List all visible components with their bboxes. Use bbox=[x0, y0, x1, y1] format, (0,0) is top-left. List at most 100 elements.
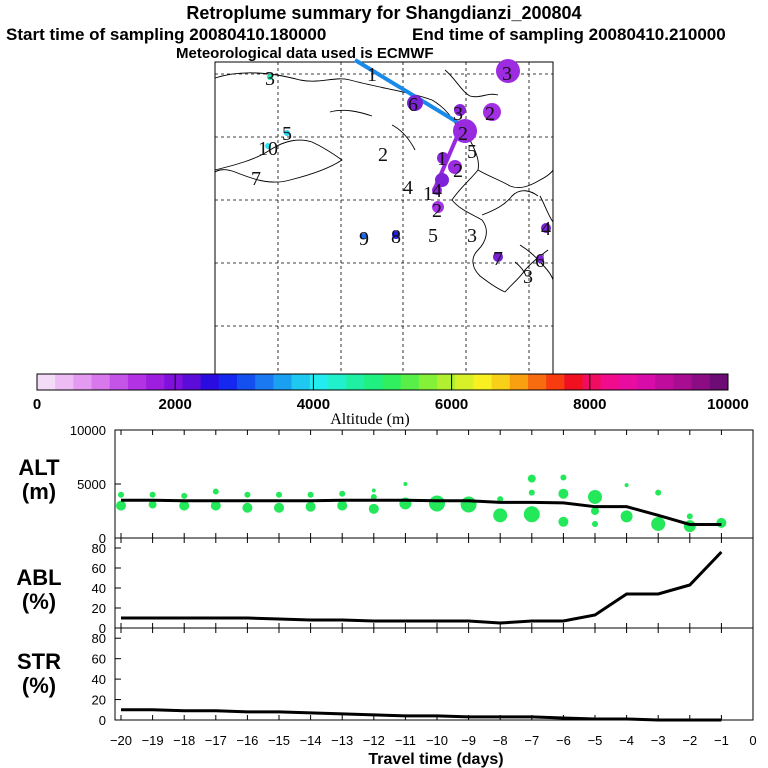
x-tick-label: −20 bbox=[110, 733, 132, 748]
plume-day-label: 7 bbox=[251, 168, 261, 190]
plume-day-label: 3 bbox=[502, 63, 512, 85]
plume-day-label: 6 bbox=[408, 94, 418, 116]
colorbar-cell bbox=[509, 374, 529, 390]
plume-day-label: 3 bbox=[453, 103, 463, 125]
colorbar-tick-label: 4000 bbox=[297, 396, 330, 413]
colorbar-cell bbox=[418, 374, 438, 390]
colorbar-cell bbox=[146, 374, 165, 390]
plume-marker bbox=[432, 185, 442, 195]
alt-scatter-point bbox=[118, 491, 124, 498]
alt-ytick-label: 0 bbox=[99, 531, 106, 546]
colorbar-tick-label: 2000 bbox=[159, 396, 192, 413]
alt-scatter-point bbox=[523, 506, 540, 523]
alt-ytick-label: 10000 bbox=[70, 423, 106, 438]
alt-scatter-point bbox=[591, 507, 599, 515]
panel-minor-ticks bbox=[120, 430, 754, 720]
abl-line bbox=[121, 550, 723, 625]
colorbar-cell bbox=[37, 374, 56, 390]
alt-scatter-point bbox=[339, 490, 346, 497]
plume-day-label: 2 bbox=[453, 160, 463, 182]
colorbar-cell bbox=[73, 374, 93, 390]
str-label-name: STR bbox=[17, 649, 61, 674]
alt-scatter-point bbox=[558, 516, 569, 527]
x-tick-label: −1 bbox=[714, 733, 729, 748]
colorbar-tick-labels: 0 2000 4000 6000 8000 10000 bbox=[33, 396, 749, 413]
start-time-label: Start time of sampling 20080410.180000 bbox=[6, 25, 327, 44]
alt-scatter-point bbox=[242, 502, 253, 513]
altitude-colorbar: 0 2000 4000 6000 8000 10000 Altitude (m) bbox=[33, 373, 749, 428]
colorbar-cell bbox=[491, 374, 511, 390]
alt-scatter-point bbox=[149, 491, 156, 498]
x-tick-label: 0 bbox=[749, 733, 756, 748]
colorbar-tick-label: 0 bbox=[33, 396, 41, 413]
str-label-unit: (%) bbox=[21, 673, 57, 698]
series-lines bbox=[121, 498, 723, 722]
alt-scatter-point bbox=[212, 488, 219, 495]
str-ytick-label: 80 bbox=[92, 631, 106, 646]
x-tick-label: −9 bbox=[461, 733, 476, 748]
colorbar-tick-label: 10000 bbox=[707, 396, 749, 413]
plume-marker bbox=[454, 104, 466, 116]
colorbar-cell bbox=[691, 374, 711, 390]
plume-marker bbox=[536, 255, 544, 263]
alt-scatter-point bbox=[429, 495, 445, 512]
colorbar-cell bbox=[455, 374, 474, 390]
alt-scatter-point bbox=[370, 493, 377, 500]
colorbar-cell bbox=[582, 374, 602, 390]
str-panel-label: STR (%) bbox=[4, 650, 74, 698]
colorbar-cell bbox=[637, 374, 656, 390]
plume-marker bbox=[407, 95, 423, 111]
alt-scatter-point bbox=[305, 501, 316, 512]
plume-marker bbox=[483, 103, 501, 121]
plume-day-label: 9 bbox=[359, 228, 369, 250]
alt-scatter-point bbox=[560, 474, 567, 481]
alt-scatter-point bbox=[624, 483, 629, 488]
colorbar-cell bbox=[109, 374, 129, 390]
alt-scatter-point bbox=[116, 500, 126, 511]
colorbar-cell bbox=[346, 374, 365, 390]
abl-ytick-label: 80 bbox=[92, 541, 106, 556]
x-tick-label: −8 bbox=[493, 733, 508, 748]
colorbar-cell bbox=[237, 374, 256, 390]
x-tick-label: −12 bbox=[363, 733, 385, 748]
colorbar-cell bbox=[164, 374, 183, 390]
chart-title: Retroplume summary for Shangdianzi_20080… bbox=[186, 3, 582, 23]
x-axis-title: Travel time (days) bbox=[368, 751, 503, 768]
alt-scatter-point bbox=[179, 500, 190, 511]
colorbar-cell bbox=[91, 374, 111, 390]
x-tick-label: −11 bbox=[395, 733, 416, 748]
plume-marker bbox=[453, 119, 477, 143]
str-ytick-label: 0 bbox=[99, 713, 106, 728]
str-ytick-label: 20 bbox=[92, 693, 106, 708]
alt-scatter-point bbox=[528, 489, 535, 496]
plume-marker bbox=[437, 152, 449, 164]
plume-day-label: 4 bbox=[541, 218, 551, 240]
alt-scatter-point bbox=[493, 508, 508, 523]
plume-day-label: 5 bbox=[282, 123, 292, 145]
alt-scatter-point bbox=[527, 474, 536, 483]
plume-day-label: 2 bbox=[485, 103, 495, 125]
colorbar-cell bbox=[309, 374, 329, 390]
colorbar-cell bbox=[709, 374, 729, 390]
x-tick-label: −2 bbox=[682, 733, 697, 748]
colorbar-cells bbox=[37, 374, 729, 390]
plume-markers bbox=[265, 59, 551, 263]
plume-day-label: 10 bbox=[258, 138, 278, 160]
alt-scatter-point bbox=[651, 516, 666, 531]
x-tick-label: −14 bbox=[300, 733, 322, 748]
plume-day-label: 2 bbox=[432, 200, 442, 222]
plume-day-label: 3 bbox=[523, 266, 533, 288]
plume-day-label: 7 bbox=[493, 248, 503, 270]
alt-panel-label: ALT (m) bbox=[4, 456, 74, 504]
map-gridlines bbox=[215, 62, 553, 374]
x-tick-label: −18 bbox=[173, 733, 195, 748]
alt-scatter-point bbox=[210, 500, 221, 511]
colorbar-cell bbox=[400, 374, 420, 390]
plume-marker bbox=[432, 201, 444, 213]
plume-marker bbox=[541, 223, 551, 233]
abl-ytick-label: 20 bbox=[92, 601, 106, 616]
x-tick-label: −4 bbox=[619, 733, 634, 748]
colorbar-cell bbox=[255, 374, 274, 390]
